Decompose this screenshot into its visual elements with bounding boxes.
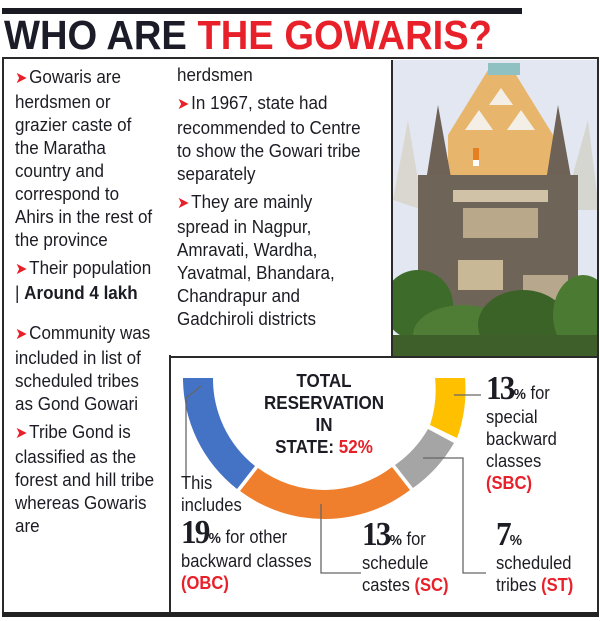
- sc-segment: [240, 467, 410, 520]
- red-arrowhead-icon: ➤: [15, 70, 28, 87]
- top-rule: [2, 8, 522, 14]
- sbc-segment: [430, 378, 466, 438]
- reservation-donut-chart: [171, 358, 599, 612]
- sc-label: 13% for schedule castes (SC): [362, 516, 449, 596]
- red-arrowhead-icon: ➤: [15, 425, 28, 442]
- population-value: Around 4 lakh: [24, 282, 138, 303]
- high-court-photo: [391, 60, 597, 356]
- st-label: 7% scheduled tribes (ST): [496, 516, 574, 596]
- fact-item: ➤They are mainly spread in Nagpur, Amrav…: [177, 191, 335, 329]
- total-percent: 52%: [338, 436, 373, 457]
- fact-item: ➤Their population | Around 4 lakh: [15, 257, 152, 303]
- facts-column-1: ➤Gowaris are herdsmen or grazier caste o…: [15, 65, 158, 542]
- facts-column-2: herdsmen ➤In 1967, state had recommended…: [177, 63, 375, 335]
- fact-item: ➤Gowaris are herdsmen or grazier caste o…: [15, 66, 153, 250]
- headline: WHO ARE THE GOWARIS?: [4, 12, 492, 58]
- red-arrowhead-icon: ➤: [177, 195, 190, 212]
- fact-item: ➤In 1967, state had recommended to Centr…: [177, 92, 361, 184]
- column-divider: [169, 355, 171, 613]
- building-illustration: [393, 60, 597, 356]
- headline-part2: THE GOWARIS?: [197, 12, 492, 58]
- bottom-rule: [2, 612, 599, 617]
- st-leader-line: [423, 457, 486, 574]
- fact-item: ➤Tribe Gond is classified as the forest …: [15, 421, 155, 536]
- red-arrowhead-icon: ➤: [177, 96, 190, 113]
- donut-svg: [183, 378, 486, 574]
- headline-part1: WHO ARE: [4, 12, 187, 58]
- obc-label: This includes 19% for other backward cla…: [181, 473, 312, 593]
- obc-leader-line: [185, 385, 202, 483]
- red-arrowhead-icon: ➤: [15, 326, 28, 343]
- sc-leader-line: [320, 504, 361, 574]
- total-reservation-title: TOTAL RESERVATION IN STATE: 52%: [263, 370, 385, 457]
- fact-item: ➤Community was included in list of sched…: [15, 322, 151, 414]
- obc-segment: [183, 378, 255, 489]
- red-arrowhead-icon: ➤: [15, 261, 28, 278]
- fact-item-continuation: herdsmen: [177, 64, 253, 85]
- chart-box-top-border: [169, 356, 599, 358]
- sbc-label: 13% for special backward classes (SBC): [486, 370, 557, 494]
